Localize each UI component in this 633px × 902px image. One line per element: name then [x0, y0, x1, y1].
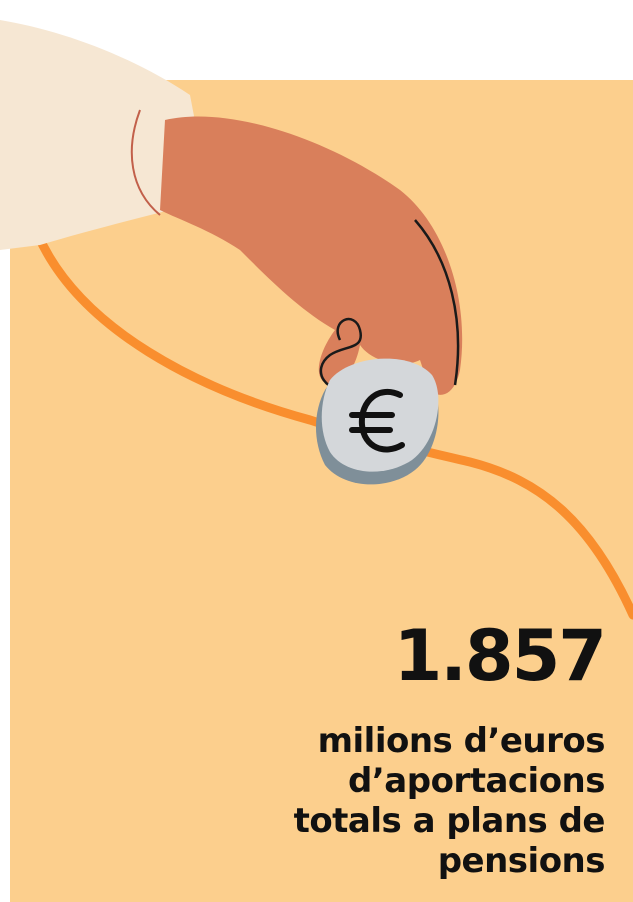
caption-line: totals a plans de: [294, 801, 605, 841]
sleeve: [0, 20, 210, 250]
sleeve-line: [130, 109, 161, 216]
thumb-curl: [319, 318, 363, 392]
stat-value: 1.857: [394, 615, 605, 697]
caption-line: pensions: [438, 841, 605, 881]
caption-line: d’aportacions: [348, 761, 605, 801]
euro-sign: [349, 388, 405, 453]
hand-outline: [414, 219, 460, 386]
hand: [160, 116, 463, 395]
caption-line: milions d’euros: [318, 721, 605, 761]
